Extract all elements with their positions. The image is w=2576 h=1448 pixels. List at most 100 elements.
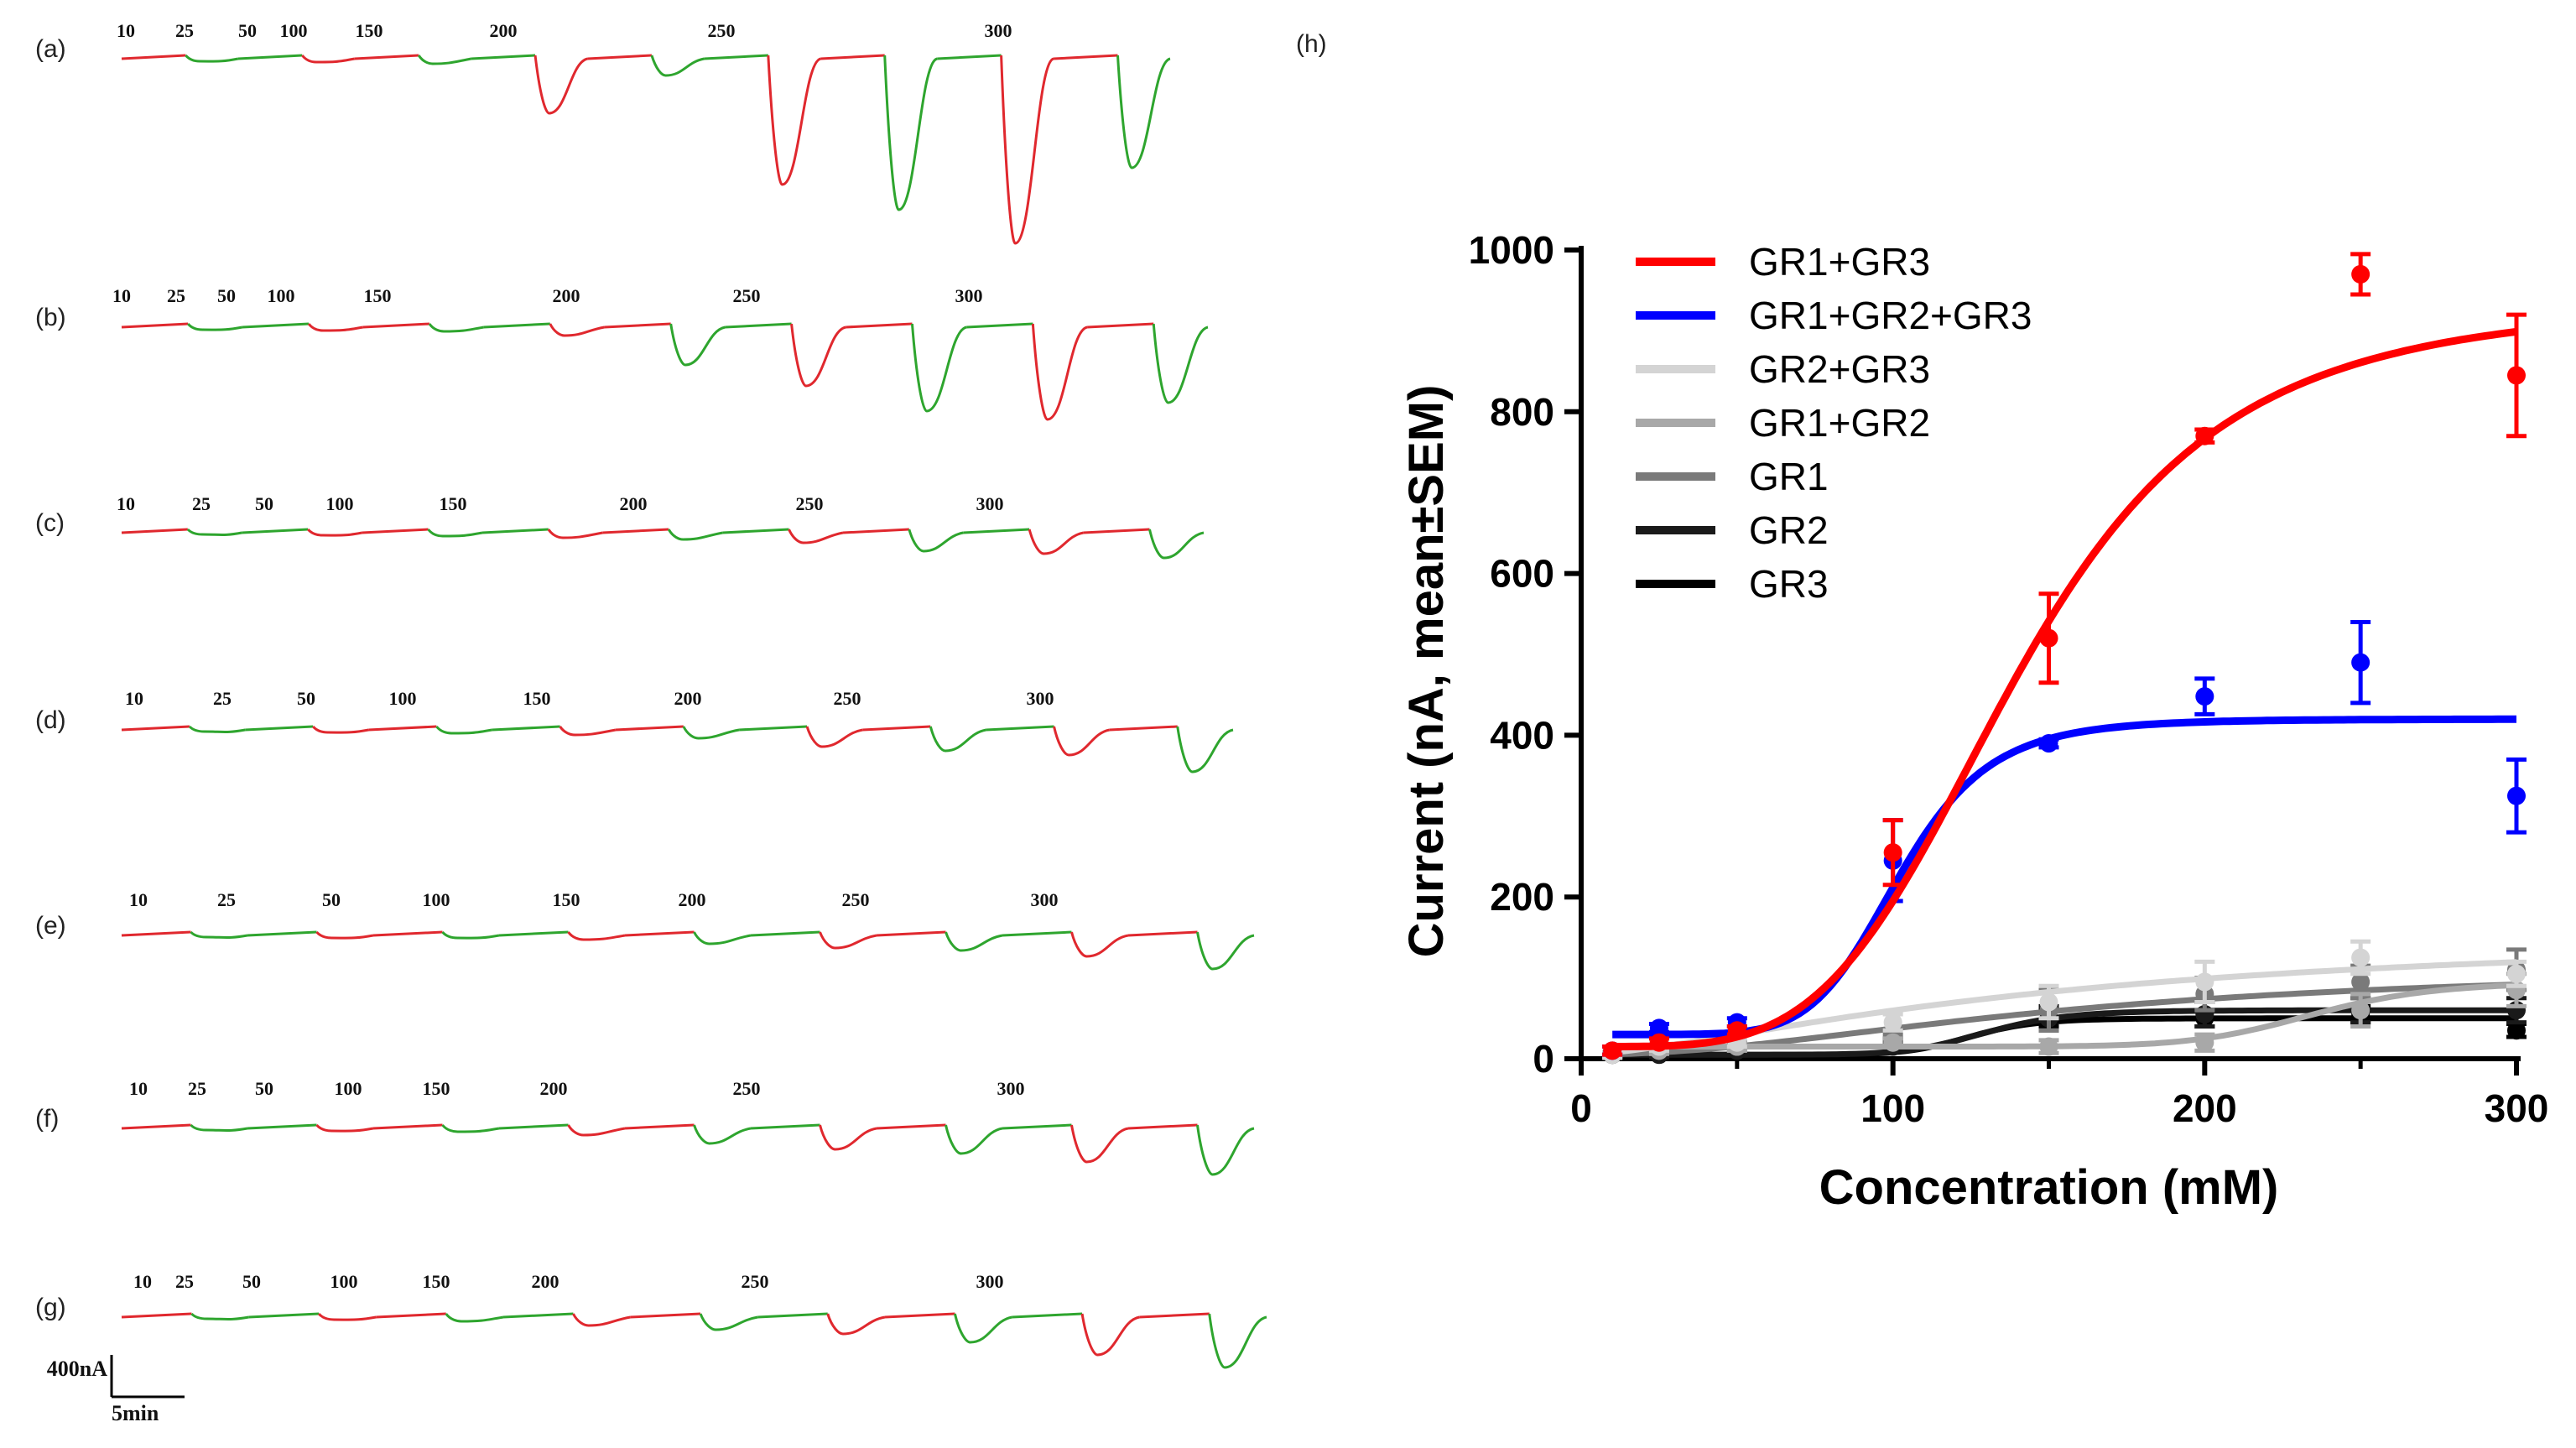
y-axis-title: Current (nA, mean±SEM)	[1399, 385, 1454, 958]
trace-segment	[307, 528, 362, 537]
trace-segment	[1053, 726, 1111, 757]
data-point	[2195, 426, 2214, 445]
concentration-label: 50	[255, 493, 273, 514]
concentration-label: 250	[708, 20, 736, 41]
concentration-label: 10	[133, 1271, 152, 1292]
trace-segment	[624, 1123, 695, 1130]
trace-segment	[312, 725, 369, 734]
concentration-label: 50	[238, 20, 257, 41]
concentration-label: 10	[117, 20, 135, 41]
data-point	[2195, 1033, 2214, 1052]
trace-segment	[245, 725, 314, 732]
trace-segment	[483, 322, 550, 329]
trace-segment	[1196, 1124, 1255, 1176]
concentration-label: 200	[532, 1271, 559, 1292]
panel-label-h: (h)	[1296, 30, 1327, 58]
data-point	[2351, 653, 2370, 672]
concentration-label: 200	[540, 1078, 568, 1099]
trace-segment	[790, 323, 846, 388]
trace-segment	[372, 930, 443, 937]
trace-segment	[963, 528, 1030, 534]
data-point	[2039, 1037, 2058, 1056]
trace-segment	[788, 529, 844, 544]
data-point	[1883, 1033, 1902, 1052]
concentration-label: 50	[297, 688, 315, 709]
trace-panel: (g) 10 25 50 100 150 200 250 300	[35, 1271, 1267, 1369]
concentration-label: 50	[242, 1271, 261, 1292]
trace-segment	[572, 1313, 631, 1327]
concentration-label: 150	[364, 285, 392, 306]
y-tick-label: 1000	[1469, 228, 1554, 272]
trace-segment	[121, 930, 191, 937]
trace-segment	[767, 55, 822, 186]
trace-segment	[630, 1312, 701, 1319]
y-tick-label: 800	[1490, 390, 1554, 434]
trace-segment	[549, 323, 605, 337]
concentration-label: 25	[175, 20, 194, 41]
trace-segment	[750, 930, 820, 937]
trace-segment	[567, 1124, 626, 1137]
trace-segment	[187, 322, 243, 331]
legend-label: GR2+GR3	[1749, 347, 1930, 391]
trace-segment	[1070, 931, 1129, 958]
data-point	[2507, 366, 2526, 385]
concentration-label: 25	[213, 688, 232, 709]
trace-segment	[682, 726, 740, 740]
concentration-label: 200	[620, 493, 648, 514]
trace-segment	[953, 1313, 1013, 1344]
concentration-label: 25	[175, 1271, 194, 1292]
fit-curve	[1612, 982, 2517, 1050]
trace-segment	[247, 1123, 317, 1130]
trace-segment	[1031, 323, 1088, 421]
trace-segment	[699, 1313, 758, 1331]
trace-segment	[820, 54, 885, 60]
trace-segment	[559, 726, 617, 737]
trace-panel: (e) 10 25 50 100 150 200 250 300	[35, 889, 1255, 971]
trace-segment	[1028, 529, 1085, 555]
trace-panel-label: (c)	[35, 509, 65, 537]
data-point	[2039, 734, 2058, 753]
trace-segment	[376, 1312, 446, 1319]
concentration-label: 100	[335, 1078, 362, 1099]
legend-label: GR1+GR3	[1749, 240, 1930, 284]
trace-segment	[1087, 322, 1154, 329]
concentration-label: 300	[997, 1078, 1025, 1099]
data-point	[1883, 1013, 1902, 1032]
trace-segment	[471, 54, 536, 60]
data-point	[1603, 1041, 1622, 1060]
trace-segment	[1139, 1312, 1210, 1319]
concentration-label: 200	[490, 20, 518, 41]
concentration-label: 100	[280, 20, 308, 41]
trace-segment	[190, 1312, 249, 1320]
trace-segment	[533, 55, 589, 115]
trace-segment	[121, 528, 188, 534]
trace-segment	[121, 1312, 192, 1319]
concentration-label: 100	[423, 889, 450, 910]
trace-segment	[441, 1124, 500, 1133]
trace-segment	[750, 1123, 820, 1130]
trace-segment	[667, 529, 723, 541]
trace-segment	[567, 931, 626, 941]
trace-segment	[188, 725, 246, 733]
trace-segment	[354, 54, 419, 60]
trace-segment	[248, 1312, 320, 1319]
concentration-label: 50	[255, 1078, 273, 1099]
data-point	[1649, 1018, 1668, 1038]
trace-segment	[428, 323, 484, 333]
concentration-label: 100	[326, 493, 354, 514]
trace-segment	[1208, 1313, 1267, 1369]
concentration-label: 25	[192, 493, 211, 514]
trace-panel-label: (b)	[35, 304, 66, 331]
trace-segment	[929, 726, 986, 753]
concentration-label: 200	[674, 688, 702, 709]
concentration-label: 100	[389, 688, 417, 709]
trace-segment	[876, 930, 946, 937]
trace-segment	[937, 54, 1002, 60]
trace-segment	[1002, 1123, 1072, 1130]
trace-segment	[372, 1123, 443, 1130]
trace-segment	[247, 930, 317, 937]
trace-segment	[1012, 1312, 1083, 1319]
trace-segment	[492, 725, 560, 732]
concentration-label: 150	[553, 889, 580, 910]
